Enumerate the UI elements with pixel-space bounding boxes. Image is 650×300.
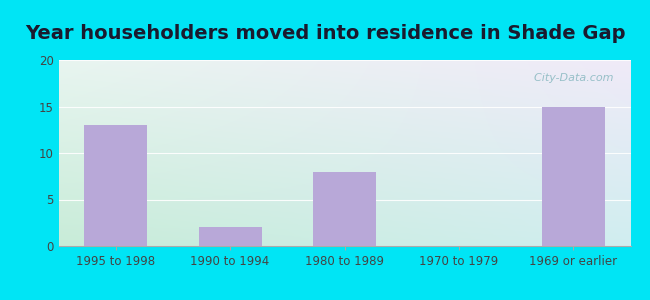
Bar bbox=[542, 106, 605, 246]
Bar bbox=[199, 227, 261, 246]
Text: Year householders moved into residence in Shade Gap: Year householders moved into residence i… bbox=[25, 24, 625, 43]
Bar bbox=[84, 125, 147, 246]
Bar bbox=[313, 172, 376, 246]
Text: City-Data.com: City-Data.com bbox=[527, 73, 614, 83]
